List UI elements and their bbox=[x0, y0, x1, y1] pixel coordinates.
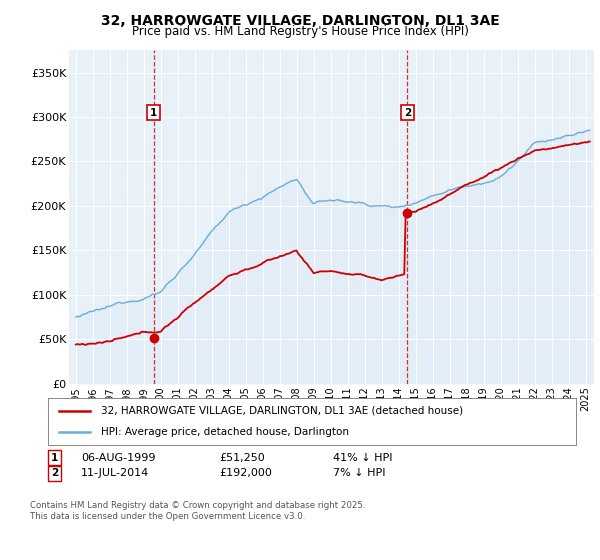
Text: 06-AUG-1999: 06-AUG-1999 bbox=[81, 452, 155, 463]
Text: 2: 2 bbox=[51, 468, 58, 478]
Text: £51,250: £51,250 bbox=[219, 452, 265, 463]
Text: 41% ↓ HPI: 41% ↓ HPI bbox=[333, 452, 392, 463]
Text: 32, HARROWGATE VILLAGE, DARLINGTON, DL1 3AE (detached house): 32, HARROWGATE VILLAGE, DARLINGTON, DL1 … bbox=[101, 406, 463, 416]
Text: 2: 2 bbox=[404, 108, 411, 118]
Text: 7% ↓ HPI: 7% ↓ HPI bbox=[333, 468, 386, 478]
Text: £192,000: £192,000 bbox=[219, 468, 272, 478]
Text: Price paid vs. HM Land Registry's House Price Index (HPI): Price paid vs. HM Land Registry's House … bbox=[131, 25, 469, 38]
Text: 32, HARROWGATE VILLAGE, DARLINGTON, DL1 3AE: 32, HARROWGATE VILLAGE, DARLINGTON, DL1 … bbox=[101, 14, 499, 28]
Text: 11-JUL-2014: 11-JUL-2014 bbox=[81, 468, 149, 478]
Text: 1: 1 bbox=[51, 452, 58, 463]
Text: 1: 1 bbox=[150, 108, 157, 118]
Text: HPI: Average price, detached house, Darlington: HPI: Average price, detached house, Darl… bbox=[101, 427, 349, 437]
Text: Contains HM Land Registry data © Crown copyright and database right 2025.
This d: Contains HM Land Registry data © Crown c… bbox=[30, 501, 365, 521]
